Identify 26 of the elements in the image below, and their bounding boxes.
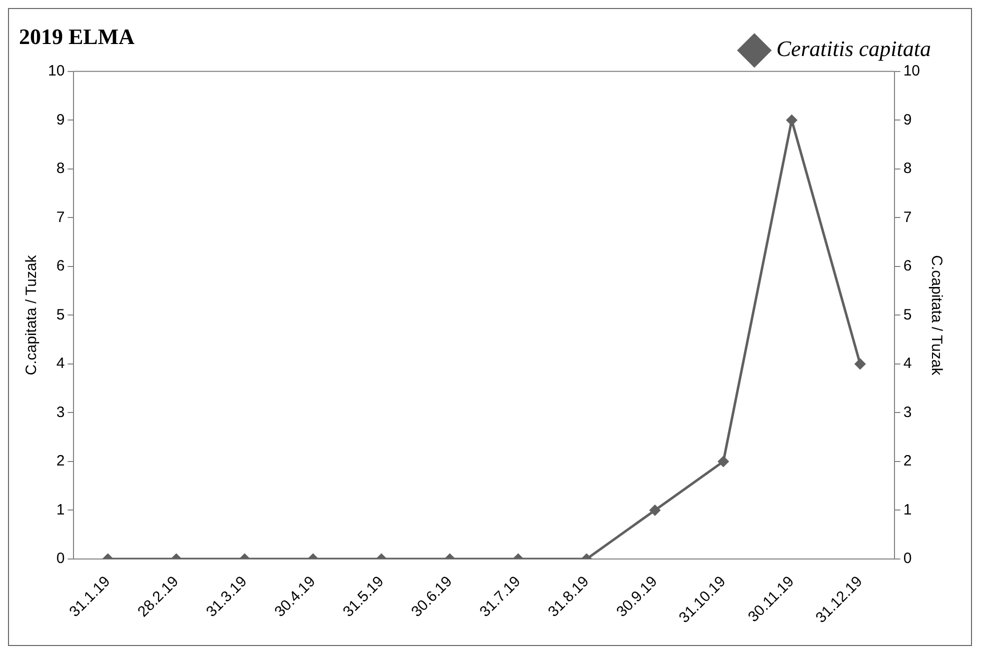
y2-tick-label: 4 — [903, 355, 912, 372]
chart-title: 2019 ELMA — [19, 24, 135, 49]
y2-tick-label: 1 — [903, 501, 912, 518]
y-tick-label: 5 — [56, 306, 65, 324]
y2-axis-title: C.capitata / Tuzak — [928, 255, 945, 376]
y2-tick-label: 5 — [903, 306, 912, 324]
y-tick-label: 1 — [56, 501, 65, 518]
y2-tick-label: 7 — [903, 208, 912, 226]
y-tick-label: 6 — [56, 258, 65, 275]
y-tick-label: 3 — [56, 404, 65, 421]
y2-tick-label: 10 — [903, 62, 920, 80]
y-tick-label: 4 — [56, 355, 65, 372]
y2-tick-label: 0 — [903, 550, 912, 568]
y2-tick-label: 8 — [903, 160, 912, 178]
y-tick-label: 9 — [56, 111, 65, 128]
y2-tick-label: 9 — [903, 111, 912, 128]
y2-tick-label: 2 — [903, 452, 912, 470]
legend-label: Ceratitis capitata — [776, 36, 932, 62]
y-axis-title: C.capitata / Tuzak — [23, 254, 40, 376]
y-tick-label: 10 — [48, 62, 65, 80]
y-tick-label: 0 — [56, 550, 65, 568]
y2-tick-label: 3 — [903, 404, 912, 421]
y-tick-label: 7 — [56, 208, 65, 226]
y-tick-label: 2 — [56, 452, 65, 470]
y-tick-label: 8 — [56, 160, 65, 178]
y2-tick-label: 6 — [903, 258, 912, 275]
